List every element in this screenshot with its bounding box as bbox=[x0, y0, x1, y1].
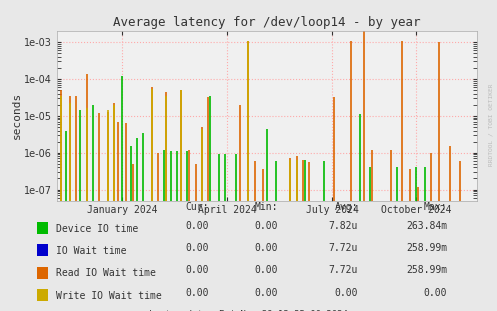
Text: Avg:: Avg: bbox=[334, 202, 358, 212]
Text: 0.00: 0.00 bbox=[255, 288, 278, 298]
Text: Write IO Wait time: Write IO Wait time bbox=[56, 291, 162, 301]
Text: 0.00: 0.00 bbox=[185, 243, 209, 253]
Text: 0.00: 0.00 bbox=[185, 288, 209, 298]
Text: Device IO time: Device IO time bbox=[56, 224, 138, 234]
Text: 7.82u: 7.82u bbox=[329, 220, 358, 230]
Text: 0.00: 0.00 bbox=[255, 265, 278, 275]
Text: 0.00: 0.00 bbox=[185, 265, 209, 275]
Text: 0.00: 0.00 bbox=[424, 288, 447, 298]
Title: Average latency for /dev/loop14 - by year: Average latency for /dev/loop14 - by yea… bbox=[113, 16, 421, 29]
Text: 258.99m: 258.99m bbox=[406, 243, 447, 253]
Y-axis label: seconds: seconds bbox=[11, 92, 21, 139]
Text: Max:: Max: bbox=[424, 202, 447, 212]
Text: 0.00: 0.00 bbox=[255, 243, 278, 253]
Text: IO Wait time: IO Wait time bbox=[56, 246, 126, 256]
Text: 7.72u: 7.72u bbox=[329, 265, 358, 275]
Text: 7.72u: 7.72u bbox=[329, 243, 358, 253]
Text: RRDTOOL / TOBI OETIKER: RRDTOOL / TOBI OETIKER bbox=[489, 83, 494, 166]
Text: 0.00: 0.00 bbox=[255, 220, 278, 230]
Text: Last update: Fri Nov 29 13:35:00 2024: Last update: Fri Nov 29 13:35:00 2024 bbox=[149, 310, 348, 311]
Text: 263.84m: 263.84m bbox=[406, 220, 447, 230]
Text: Cur:: Cur: bbox=[185, 202, 209, 212]
Text: 0.00: 0.00 bbox=[185, 220, 209, 230]
Text: 0.00: 0.00 bbox=[334, 288, 358, 298]
Text: 258.99m: 258.99m bbox=[406, 265, 447, 275]
Text: Read IO Wait time: Read IO Wait time bbox=[56, 268, 156, 278]
Text: Min:: Min: bbox=[255, 202, 278, 212]
